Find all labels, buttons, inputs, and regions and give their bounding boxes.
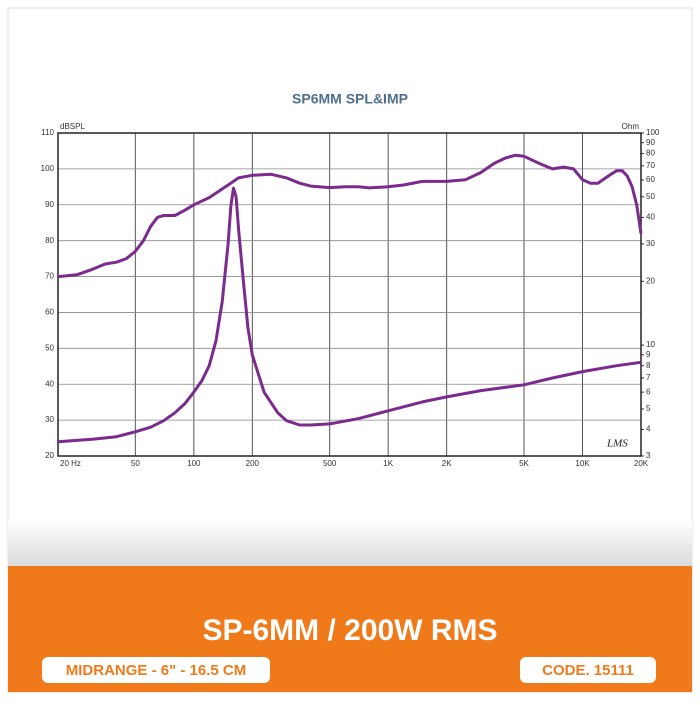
y-tick-label: 80: [45, 236, 54, 245]
banner-subtitle: MIDRANGE - 6" - 16.5 CM: [66, 662, 246, 679]
plot-border: [57, 132, 642, 457]
y-tick-label: 20: [45, 451, 54, 460]
chart-title: SP6MM SPL&IMP: [292, 91, 408, 107]
x-tick-label: 2K: [442, 459, 452, 468]
y2-axis-label: Ohm: [622, 122, 640, 131]
y2-tick-label: 20: [646, 276, 655, 285]
y2-tick-label: 3: [646, 451, 651, 460]
x-tick-label: 200: [246, 459, 260, 468]
y-tick-label: 30: [45, 415, 54, 424]
series-line: [57, 186, 642, 444]
series-line: [57, 153, 643, 279]
y2-tick-label: 30: [646, 239, 655, 248]
annotation: LMS: [606, 438, 628, 450]
y-tick-label: 110: [41, 128, 54, 137]
y2-tick-label: 7: [646, 373, 651, 382]
y2-tick-label: 100: [646, 128, 660, 137]
y2-tick-label: 4: [646, 425, 651, 434]
x-tick-label: 50: [131, 459, 140, 468]
subtitle-pill: [42, 657, 270, 683]
code-pill: [520, 657, 656, 683]
y-tick-label: 50: [45, 343, 54, 352]
x-tick-label: 100: [187, 459, 201, 468]
y2-tick-label: 40: [646, 213, 655, 222]
y-tick-label: 60: [45, 308, 54, 317]
y2-tick-label: 10: [646, 340, 655, 349]
banner-title: SP-6MM / 200W RMS: [202, 614, 497, 647]
x-tick-label: 20K: [634, 459, 649, 468]
banner-code: CODE. 15111: [542, 662, 634, 679]
y2-tick-label: 8: [646, 361, 651, 370]
y-tick-label: 40: [45, 379, 54, 388]
y2-tick-label: 50: [646, 192, 655, 201]
x-tick-label: 10K: [575, 459, 590, 468]
x-tick-label: 5K: [519, 459, 529, 468]
y2-tick-label: 90: [646, 138, 655, 147]
y2-tick-label: 5: [646, 404, 651, 413]
plot: 20 Hz 50 100 200 500 1K 2K 5K 10K 20K 20 30 40 50 60 70…: [41, 122, 660, 468]
x-tick-label: 20 Hz: [60, 459, 81, 468]
x-tick-label: 1K: [383, 459, 393, 468]
y-axis-label: dBSPL: [60, 122, 85, 131]
plot-area: [58, 133, 641, 456]
shade: [8, 520, 692, 568]
x-tick-label: 500: [323, 459, 337, 468]
y2-tick-label: 60: [646, 175, 655, 184]
y-tick-label: 100: [41, 164, 55, 173]
y2-tick-label: 70: [646, 161, 655, 170]
y2-tick-label: 80: [646, 149, 655, 158]
y2-tick-label: 6: [646, 387, 651, 396]
y-tick-label: 90: [45, 200, 54, 209]
y-tick-label: 70: [45, 272, 54, 281]
y2-tick-label: 9: [646, 350, 651, 359]
